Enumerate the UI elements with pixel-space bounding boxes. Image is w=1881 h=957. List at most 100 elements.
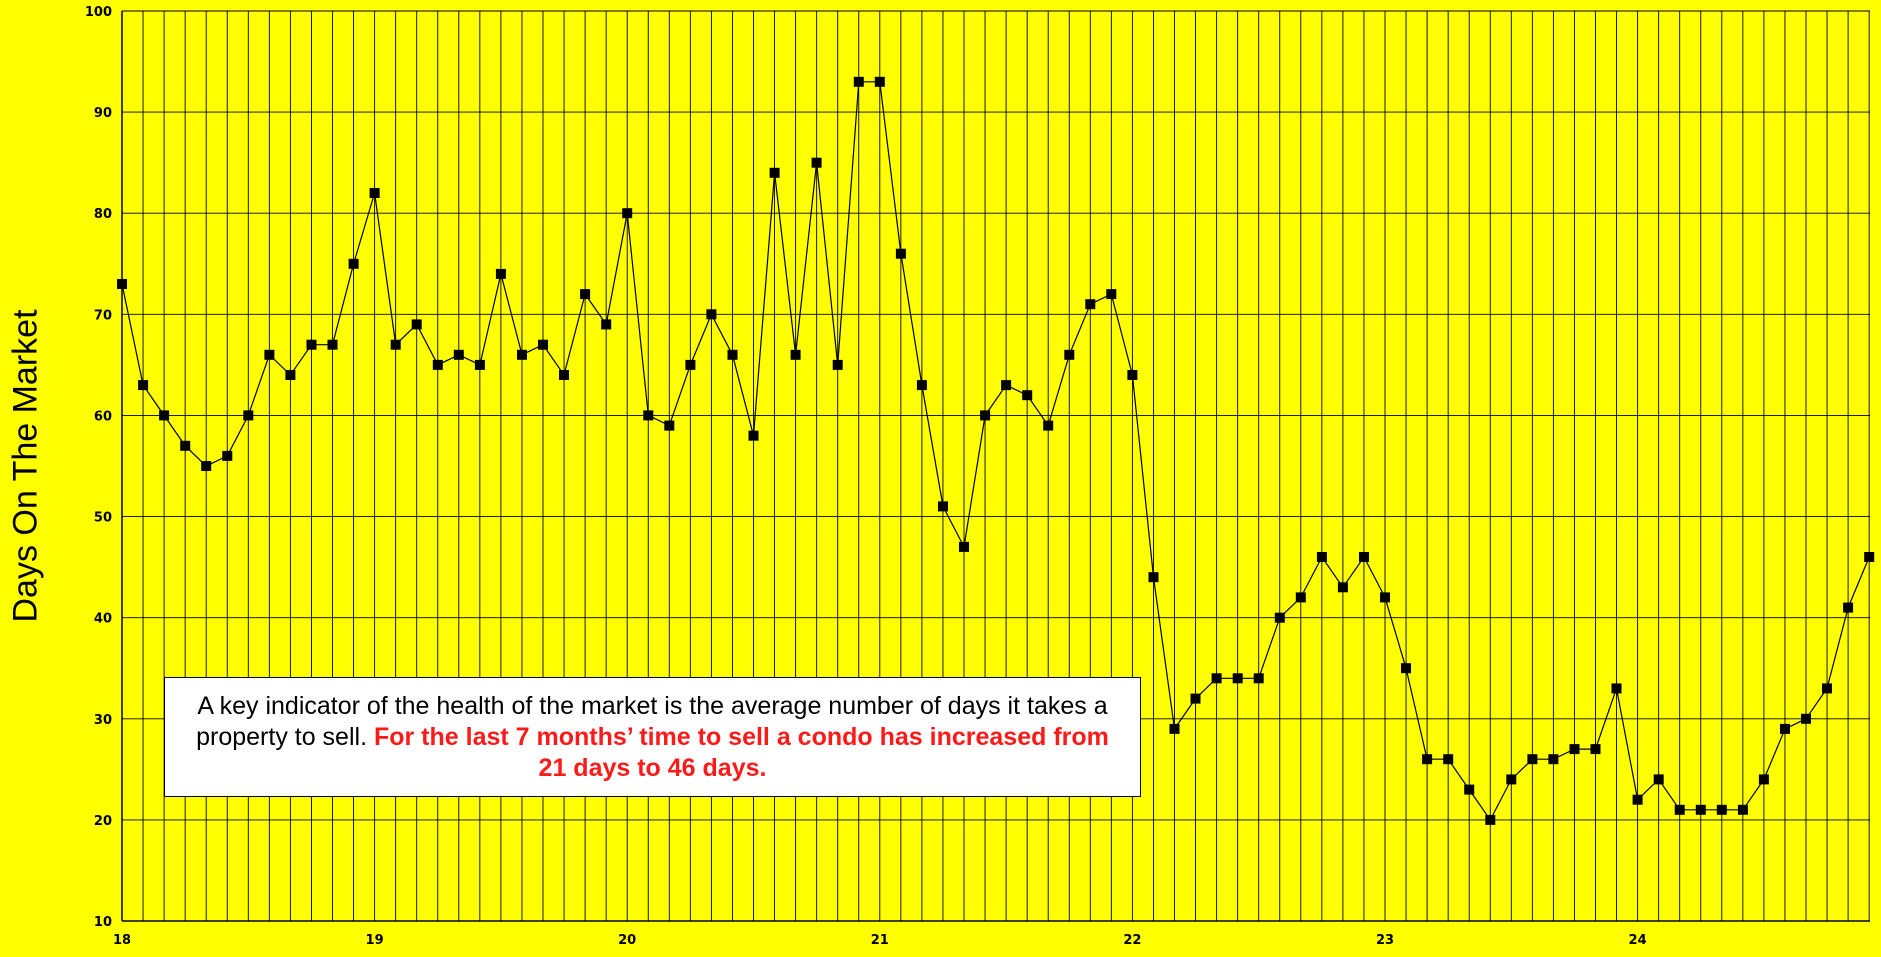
data-point xyxy=(390,339,401,350)
y-tick-label: 60 xyxy=(94,409,112,424)
data-point xyxy=(1316,552,1327,562)
data-point xyxy=(495,268,506,279)
data-point xyxy=(348,258,359,269)
data-point xyxy=(874,76,885,87)
x-tick-label: 23 xyxy=(1376,933,1394,948)
y-axis-label: Days On The Market xyxy=(6,309,45,623)
data-point xyxy=(1253,673,1264,684)
y-tick-label: 40 xyxy=(94,612,112,627)
x-tick-label: 18 xyxy=(113,933,131,948)
data-point xyxy=(1295,592,1306,603)
data-point xyxy=(685,359,696,370)
data-point xyxy=(474,359,485,370)
data-point xyxy=(1611,683,1622,694)
y-tick-label: 20 xyxy=(94,814,112,829)
data-point xyxy=(327,339,338,350)
data-point xyxy=(1211,673,1222,684)
series-markers xyxy=(117,76,1875,825)
data-point xyxy=(1443,754,1454,765)
data-point xyxy=(601,319,612,330)
x-tick-label: 19 xyxy=(366,933,384,948)
data-point xyxy=(285,370,296,380)
data-point xyxy=(1022,390,1033,401)
data-point xyxy=(517,349,527,360)
data-point xyxy=(643,410,654,421)
data-point xyxy=(1653,774,1664,785)
data-point xyxy=(1548,754,1559,765)
y-tick-label: 30 xyxy=(94,713,112,728)
data-point xyxy=(559,370,569,380)
data-point xyxy=(1780,723,1790,734)
data-point xyxy=(790,349,801,360)
data-point xyxy=(622,208,633,219)
data-point xyxy=(1064,349,1075,360)
data-point xyxy=(538,339,548,350)
data-point xyxy=(748,430,759,441)
data-point xyxy=(769,167,780,178)
data-point xyxy=(1506,774,1517,785)
data-point xyxy=(1148,572,1159,583)
data-point xyxy=(138,380,149,391)
data-point xyxy=(1337,582,1348,593)
data-point xyxy=(1822,683,1832,694)
data-point xyxy=(916,380,927,391)
data-point xyxy=(1801,713,1811,724)
y-tick-label: 10 xyxy=(94,915,112,930)
data-point xyxy=(1758,774,1769,785)
x-tick-label: 22 xyxy=(1123,933,1141,948)
annotation-text: A key indicator of the health of the mar… xyxy=(185,691,1120,784)
data-point xyxy=(369,188,380,198)
data-point xyxy=(117,279,127,289)
data-point xyxy=(938,501,948,512)
data-point xyxy=(306,339,317,350)
data-point xyxy=(832,359,843,370)
data-point xyxy=(1085,299,1096,310)
axes xyxy=(121,11,1870,922)
y-tick-label: 50 xyxy=(94,511,112,526)
data-point xyxy=(1695,804,1706,815)
data-point xyxy=(1127,370,1138,380)
data-point xyxy=(895,248,906,259)
annotation-highlight-text: For the last 7 months’ time to sell a co… xyxy=(373,722,1109,782)
data-point xyxy=(980,410,991,421)
y-tick-label: 100 xyxy=(85,5,112,20)
data-point xyxy=(1106,289,1117,300)
data-point xyxy=(264,349,275,360)
data-point xyxy=(727,349,738,360)
y-tick-label: 90 xyxy=(94,106,112,121)
data-point xyxy=(1043,420,1054,431)
x-tick-label: 24 xyxy=(1629,933,1647,948)
data-point xyxy=(1359,552,1369,562)
data-point xyxy=(180,440,191,451)
data-point xyxy=(1380,592,1390,603)
data-point xyxy=(1864,552,1875,562)
data-point xyxy=(1569,744,1580,755)
annotation-normal-text: A key indicator of the health of the mar… xyxy=(196,691,1108,751)
data-point xyxy=(1001,380,1012,391)
data-point xyxy=(1169,723,1180,734)
data-point xyxy=(706,309,717,320)
y-tick-label: 70 xyxy=(94,308,112,323)
data-point xyxy=(853,76,864,87)
data-point xyxy=(1674,804,1685,815)
data-point xyxy=(1401,663,1411,674)
data-point xyxy=(664,420,675,431)
data-point xyxy=(1485,814,1496,825)
data-point xyxy=(1527,754,1538,765)
data-point xyxy=(1274,612,1285,623)
y-tick-label: 80 xyxy=(94,207,112,222)
x-tick-label: 21 xyxy=(871,933,889,948)
data-point xyxy=(243,410,254,421)
data-point xyxy=(201,461,212,471)
data-point xyxy=(1464,784,1475,795)
x-tick-labels: 18 19 20 21 22 23 24 xyxy=(113,933,1647,948)
data-point xyxy=(1843,602,1854,613)
data-point xyxy=(811,157,822,168)
annotation-box: A key indicator of the health of the mar… xyxy=(164,677,1141,797)
data-point xyxy=(159,410,170,421)
data-point xyxy=(222,450,233,461)
data-point xyxy=(1190,693,1201,704)
data-point xyxy=(432,359,443,370)
y-tick-labels: 10 20 30 40 50 60 70 80 90 100 xyxy=(85,5,112,930)
